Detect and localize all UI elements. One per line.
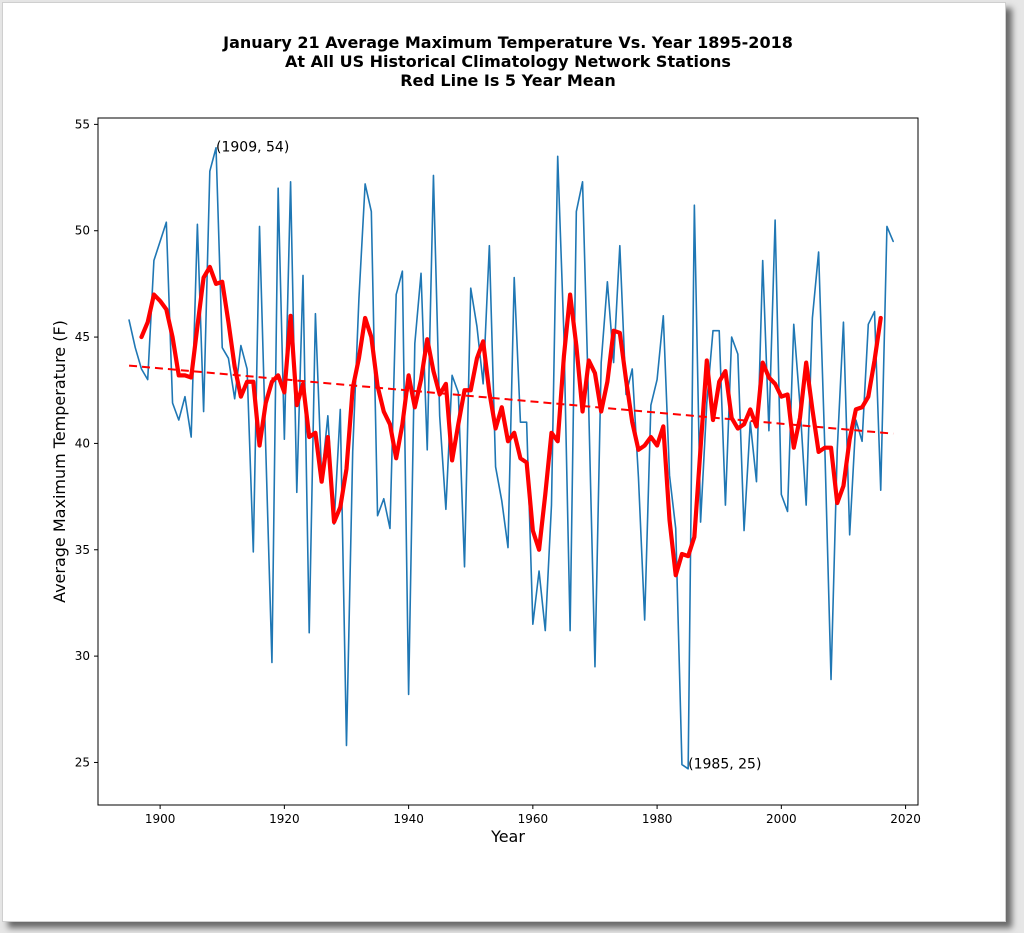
x-axis: 1900 1920 1940 1960 1980 2000 2020 <box>145 805 921 826</box>
x-tick-label: 1920 <box>269 812 300 826</box>
chart-frame <box>2 2 1006 922</box>
plot-area-frame <box>97 117 919 806</box>
y-tick-label: 40 <box>75 436 90 450</box>
chart-title-line-3: Red Line Is 5 Year Mean <box>400 71 616 90</box>
plot-marks <box>128 146 894 770</box>
y-tick-label: 30 <box>75 649 90 663</box>
x-tick-label: 2000 <box>766 812 797 826</box>
series-line-daily <box>128 146 894 770</box>
y-tick-label: 55 <box>75 117 90 131</box>
chart-title-line-2: At All US Historical Climatology Network… <box>285 52 731 71</box>
trend-line <box>128 364 894 435</box>
annotation-label: (1909, 54) <box>216 140 289 156</box>
y-tick-label: 35 <box>75 543 90 557</box>
chart-title-line-1: January 21 Average Maximum Temperature V… <box>223 33 793 52</box>
y-tick-label: 45 <box>75 330 90 344</box>
x-tick-label: 1900 <box>145 812 176 826</box>
x-tick-label: 2020 <box>890 812 921 826</box>
x-axis-label: Year <box>490 827 525 846</box>
annotation-label: (1985, 25) <box>688 756 761 772</box>
y-axis: 25 30 35 40 45 50 55 <box>75 117 98 769</box>
x-tick-label: 1960 <box>518 812 549 826</box>
x-tick-label: 1940 <box>393 812 424 826</box>
x-tick-label: 1980 <box>642 812 673 826</box>
series-line-5-year-mean <box>139 264 883 578</box>
y-tick-label: 50 <box>75 224 90 238</box>
annotations: (1909, 54) (1985, 25) <box>216 140 761 773</box>
y-axis-label: Average Maximum Temperature (F) <box>50 320 69 603</box>
y-tick-label: 25 <box>75 755 90 769</box>
